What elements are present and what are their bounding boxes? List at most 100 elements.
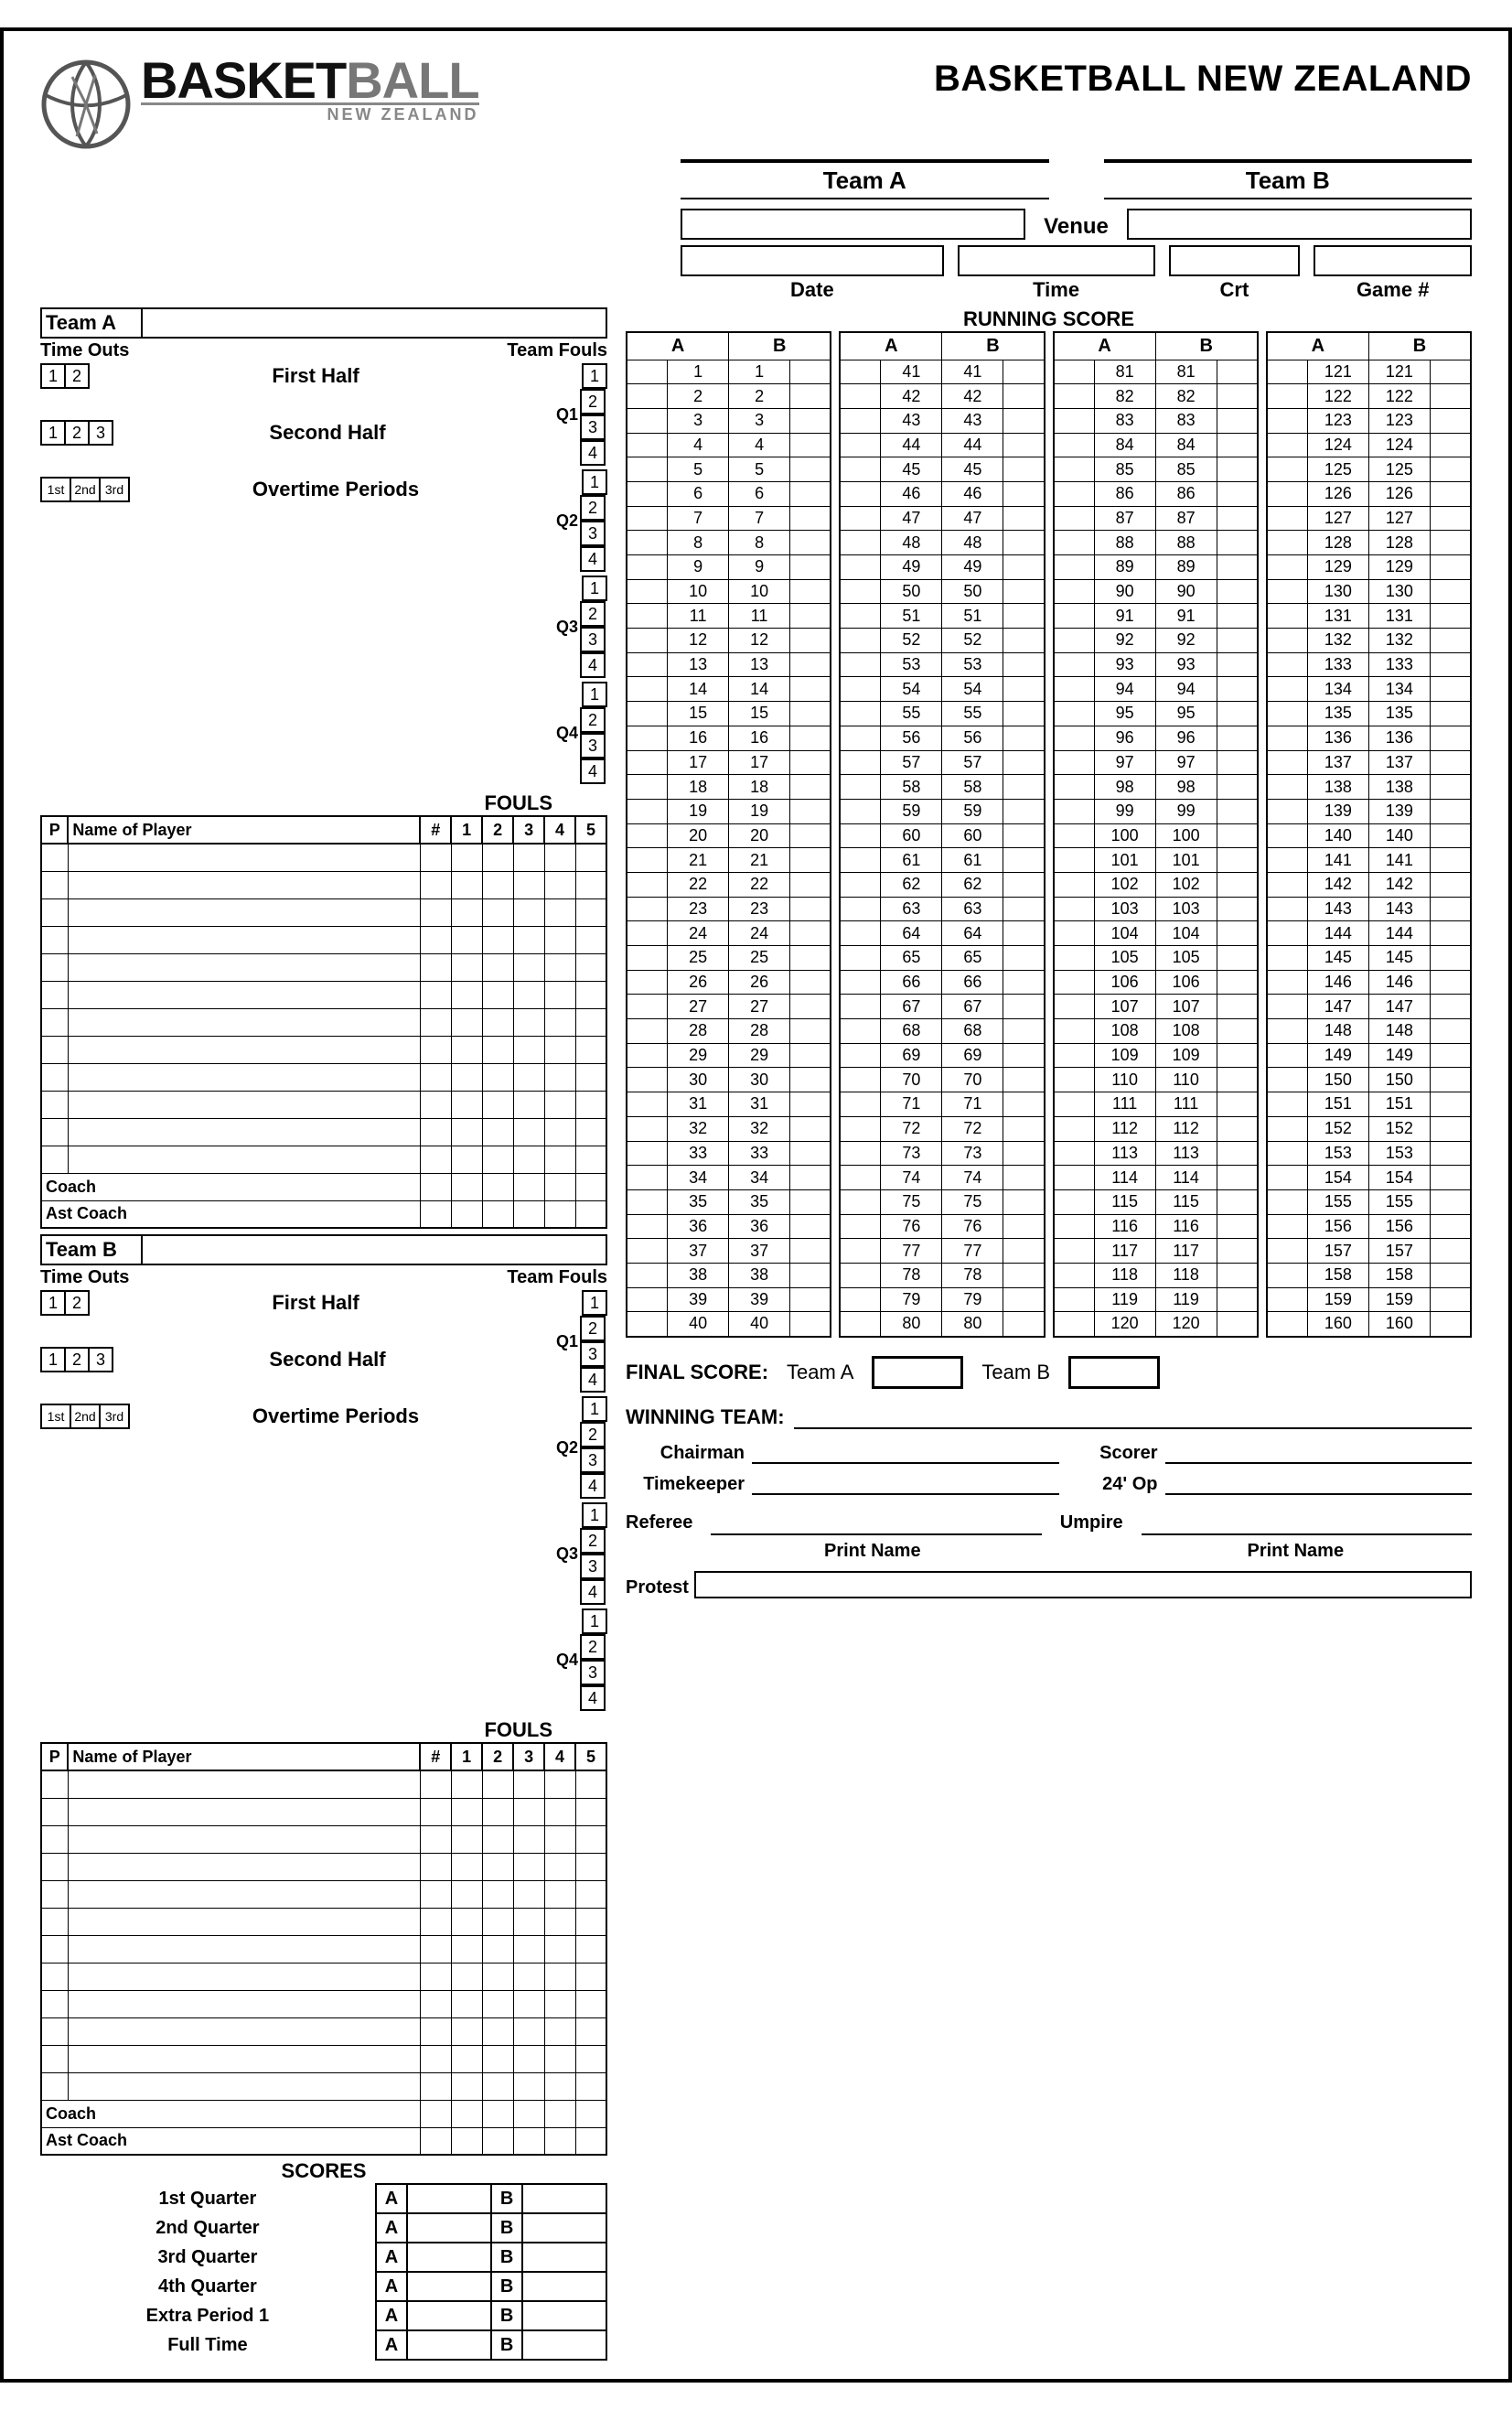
rs-b-blank[interactable] [1003, 872, 1045, 897]
rs-a-blank[interactable] [1267, 506, 1308, 531]
timekeeper-line[interactable] [752, 1471, 1059, 1495]
rs-b-blank[interactable] [790, 1239, 831, 1264]
a-value[interactable] [407, 2184, 491, 2213]
foul-cell[interactable] [482, 1935, 513, 1963]
rs-a-blank[interactable] [1054, 408, 1095, 433]
p-cell[interactable] [41, 1146, 68, 1173]
foul-cell[interactable] [451, 898, 482, 926]
name-cell[interactable] [68, 2072, 420, 2100]
rs-b-blank[interactable] [1003, 677, 1045, 702]
foul-cell[interactable] [544, 953, 575, 981]
foul-cell[interactable] [575, 1963, 606, 1990]
team-name-blank[interactable] [143, 1236, 606, 1264]
rs-a-blank[interactable] [627, 604, 668, 629]
a-value[interactable] [407, 2243, 491, 2272]
rs-b-blank[interactable] [1217, 1068, 1258, 1092]
foul-cell[interactable] [544, 1853, 575, 1880]
foul-cell[interactable] [544, 1798, 575, 1825]
rs-a-blank[interactable] [1267, 702, 1308, 726]
rs-b-blank[interactable] [1217, 823, 1258, 848]
rs-b-blank[interactable] [1217, 1166, 1258, 1190]
foul-cell[interactable] [451, 1990, 482, 2017]
rs-b-blank[interactable] [1217, 970, 1258, 995]
rs-b-blank[interactable] [1430, 1189, 1471, 1214]
name-cell[interactable] [68, 2045, 420, 2072]
num-cell[interactable] [420, 1825, 451, 1853]
a-value[interactable] [407, 2213, 491, 2243]
foul-cell[interactable] [513, 1063, 544, 1091]
rs-b-blank[interactable] [1217, 1116, 1258, 1141]
rs-b-blank[interactable] [1430, 702, 1471, 726]
foul-cell[interactable] [544, 1825, 575, 1853]
rs-b-blank[interactable] [1003, 579, 1045, 604]
b-value[interactable] [522, 2272, 606, 2301]
rs-b-blank[interactable] [1217, 579, 1258, 604]
foul-cell[interactable] [513, 1798, 544, 1825]
foul-cell[interactable] [575, 981, 606, 1008]
rs-a-blank[interactable] [840, 970, 881, 995]
rs-a-blank[interactable] [627, 531, 668, 555]
foul-cell[interactable] [544, 1146, 575, 1173]
foul-cell[interactable] [482, 981, 513, 1008]
venue-right-box[interactable] [1127, 209, 1472, 240]
rs-a-blank[interactable] [840, 579, 881, 604]
rs-b-blank[interactable] [1003, 970, 1045, 995]
tiny-box[interactable]: 3 [88, 420, 113, 446]
rs-a-blank[interactable] [840, 1214, 881, 1239]
foul-cell[interactable] [482, 1880, 513, 1908]
rs-a-blank[interactable] [1054, 1166, 1095, 1190]
foul-cell[interactable] [513, 1036, 544, 1063]
rs-a-blank[interactable] [627, 872, 668, 897]
rs-b-blank[interactable] [790, 702, 831, 726]
foul-cell[interactable] [513, 981, 544, 1008]
rs-b-blank[interactable] [790, 555, 831, 580]
rs-b-blank[interactable] [1430, 531, 1471, 555]
rs-b-blank[interactable] [790, 897, 831, 921]
op24-line[interactable] [1165, 1471, 1473, 1495]
rs-b-blank[interactable] [790, 921, 831, 946]
foul-cell[interactable] [575, 1908, 606, 1935]
rs-b-blank[interactable] [790, 677, 831, 702]
foul-cell[interactable] [575, 1880, 606, 1908]
foul-cell[interactable] [482, 1990, 513, 2017]
num-cell[interactable] [420, 898, 451, 926]
foul-cell[interactable] [575, 898, 606, 926]
num-cell[interactable] [420, 871, 451, 898]
rs-a-blank[interactable] [840, 360, 881, 384]
rs-a-blank[interactable] [1054, 433, 1095, 457]
rs-b-blank[interactable] [1430, 677, 1471, 702]
name-cell[interactable] [68, 1963, 420, 1990]
rs-b-blank[interactable] [1430, 604, 1471, 629]
foul-cell[interactable] [544, 2045, 575, 2072]
rs-a-blank[interactable] [627, 848, 668, 873]
rs-b-blank[interactable] [790, 360, 831, 384]
rs-a-blank[interactable] [627, 360, 668, 384]
foul-cell[interactable] [575, 2045, 606, 2072]
foul-cell[interactable] [482, 2017, 513, 2045]
rs-a-blank[interactable] [627, 750, 668, 775]
foul-cell[interactable] [513, 1908, 544, 1935]
name-cell[interactable] [68, 1990, 420, 2017]
rs-a-blank[interactable] [840, 921, 881, 946]
rs-a-blank[interactable] [1054, 726, 1095, 750]
name-cell[interactable] [68, 1118, 420, 1146]
tiny-box[interactable]: 3 [580, 414, 606, 440]
foul-cell[interactable] [482, 1091, 513, 1118]
rs-b-blank[interactable] [1003, 1189, 1045, 1214]
p-cell[interactable] [41, 1036, 68, 1063]
tiny-box[interactable]: 4 [580, 1579, 606, 1605]
tiny-box[interactable]: 4 [580, 440, 606, 466]
num-cell[interactable] [420, 844, 451, 871]
rs-a-blank[interactable] [840, 1116, 881, 1141]
name-cell[interactable] [68, 1825, 420, 1853]
umpire-line[interactable] [1142, 1512, 1472, 1535]
rs-b-blank[interactable] [790, 408, 831, 433]
rs-b-blank[interactable] [1217, 848, 1258, 873]
rs-a-blank[interactable] [1267, 1092, 1308, 1117]
rs-a-blank[interactable] [1267, 848, 1308, 873]
chairman-line[interactable] [752, 1440, 1059, 1464]
p-cell[interactable] [41, 1091, 68, 1118]
rs-b-blank[interactable] [1430, 360, 1471, 384]
rs-a-blank[interactable] [1054, 481, 1095, 506]
rs-a-blank[interactable] [1267, 629, 1308, 653]
